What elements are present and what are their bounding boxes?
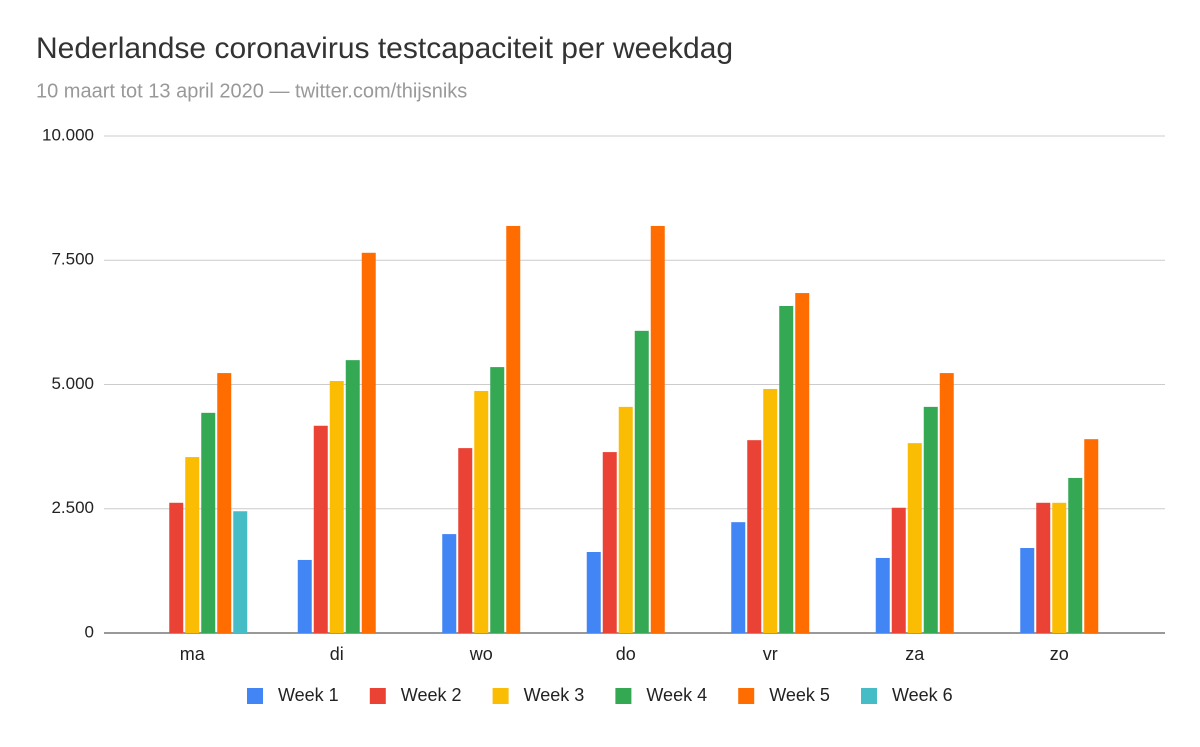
bar [731, 522, 746, 633]
bar [185, 457, 200, 633]
chart-subtitle: 10 maart tot 13 april 2020 — twitter.com… [36, 80, 467, 102]
legend-label: Week 6 [892, 685, 953, 705]
bar [490, 367, 505, 633]
bar [795, 293, 810, 633]
legend-swatch [369, 688, 386, 704]
y-tick-label: 2.500 [51, 498, 94, 517]
bar [586, 551, 601, 633]
legend-swatch [492, 688, 509, 704]
x-tick-label: di [330, 644, 344, 664]
bar [506, 225, 521, 633]
bar [618, 406, 633, 633]
legend-label: Week 2 [401, 685, 462, 705]
x-tick-label: zo [1050, 644, 1069, 664]
y-tick-label: 5.000 [51, 374, 94, 393]
y-tick-label: 10.000 [42, 125, 94, 144]
bar [602, 452, 617, 633]
legend-label: Week 4 [646, 685, 707, 705]
x-tick-label: do [616, 644, 636, 664]
bar [907, 443, 922, 633]
bar [747, 440, 762, 633]
legend-swatch [861, 688, 877, 704]
bar [1020, 548, 1035, 633]
bar [169, 502, 184, 633]
legend-label: Week 1 [278, 685, 339, 705]
bar [361, 252, 376, 634]
x-tick-label: za [905, 644, 925, 664]
x-tick-label: wo [469, 644, 493, 664]
bar [1052, 502, 1067, 633]
bar [442, 534, 457, 633]
y-tick-label: 7.500 [51, 250, 94, 269]
legend-swatch [615, 688, 632, 704]
bar [875, 557, 890, 633]
x-tick-label: vr [763, 644, 778, 664]
bar [923, 406, 938, 633]
bar [634, 330, 649, 633]
bar [201, 412, 216, 633]
bar [458, 448, 473, 633]
bar [1036, 502, 1051, 633]
legend-swatch [738, 688, 755, 704]
legend-label: Week 5 [769, 685, 830, 705]
y-tick-label: 0 [85, 622, 94, 641]
bar [779, 305, 794, 633]
bar [1068, 477, 1083, 633]
bar [233, 511, 248, 633]
chart-title: Nederlandse coronavirus testcapaciteit p… [36, 32, 733, 65]
legend-label: Week 3 [524, 685, 585, 705]
bar [345, 360, 360, 633]
bar [891, 507, 906, 633]
bar [297, 559, 312, 633]
bar [329, 381, 344, 633]
bar [217, 373, 232, 633]
x-tick-label: ma [180, 644, 206, 664]
bar [1084, 439, 1099, 633]
legend-swatch [247, 688, 263, 704]
bar [763, 388, 778, 633]
bar [474, 390, 489, 633]
bar [650, 225, 665, 633]
bar [939, 373, 954, 633]
bar [313, 425, 328, 633]
